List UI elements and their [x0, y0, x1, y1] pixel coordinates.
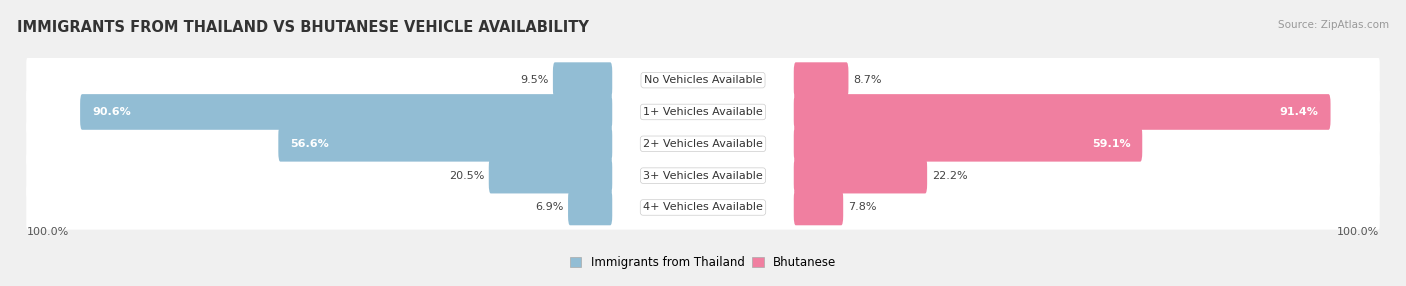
Text: 100.0%: 100.0% — [1337, 227, 1379, 237]
Text: 4+ Vehicles Available: 4+ Vehicles Available — [643, 202, 763, 212]
Text: 9.5%: 9.5% — [520, 75, 548, 85]
Text: 100.0%: 100.0% — [27, 227, 69, 237]
FancyBboxPatch shape — [80, 94, 612, 130]
FancyBboxPatch shape — [27, 90, 1379, 134]
Text: 20.5%: 20.5% — [449, 171, 484, 181]
Text: 7.8%: 7.8% — [848, 202, 876, 212]
Text: Source: ZipAtlas.com: Source: ZipAtlas.com — [1278, 20, 1389, 30]
FancyBboxPatch shape — [794, 158, 927, 193]
FancyBboxPatch shape — [794, 62, 848, 98]
Text: 59.1%: 59.1% — [1091, 139, 1130, 149]
Text: 22.2%: 22.2% — [932, 171, 967, 181]
Text: No Vehicles Available: No Vehicles Available — [644, 75, 762, 85]
Text: 3+ Vehicles Available: 3+ Vehicles Available — [643, 171, 763, 181]
FancyBboxPatch shape — [278, 126, 612, 162]
Text: 8.7%: 8.7% — [853, 75, 882, 85]
Text: 91.4%: 91.4% — [1279, 107, 1319, 117]
Text: 2+ Vehicles Available: 2+ Vehicles Available — [643, 139, 763, 149]
FancyBboxPatch shape — [27, 185, 1379, 230]
FancyBboxPatch shape — [27, 58, 1379, 102]
FancyBboxPatch shape — [489, 158, 612, 193]
FancyBboxPatch shape — [794, 190, 844, 225]
Text: IMMIGRANTS FROM THAILAND VS BHUTANESE VEHICLE AVAILABILITY: IMMIGRANTS FROM THAILAND VS BHUTANESE VE… — [17, 20, 589, 35]
Text: 90.6%: 90.6% — [91, 107, 131, 117]
FancyBboxPatch shape — [568, 190, 612, 225]
Text: 56.6%: 56.6% — [290, 139, 329, 149]
FancyBboxPatch shape — [27, 154, 1379, 198]
FancyBboxPatch shape — [794, 126, 1142, 162]
FancyBboxPatch shape — [27, 122, 1379, 166]
Text: 6.9%: 6.9% — [536, 202, 564, 212]
Text: 1+ Vehicles Available: 1+ Vehicles Available — [643, 107, 763, 117]
FancyBboxPatch shape — [794, 94, 1330, 130]
FancyBboxPatch shape — [553, 62, 612, 98]
Legend: Immigrants from Thailand, Bhutanese: Immigrants from Thailand, Bhutanese — [569, 256, 837, 269]
